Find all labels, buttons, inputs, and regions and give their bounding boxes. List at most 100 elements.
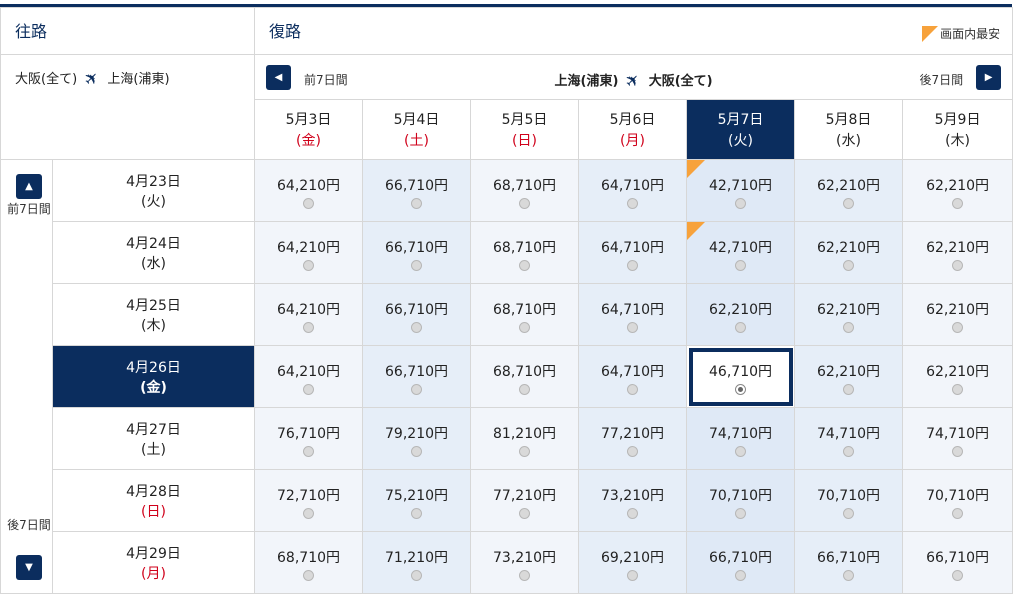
return-date-header[interactable]: 5月7日 (火) [686,99,796,160]
fare-cell[interactable]: 64,710円 [578,221,688,284]
fare-radio[interactable] [843,446,855,457]
fare-radio[interactable] [735,260,747,271]
fare-radio[interactable] [627,322,639,333]
fare-radio[interactable] [627,198,639,209]
next-7-days-label[interactable]: 後7日間 [919,73,964,87]
fare-radio[interactable] [411,198,423,209]
fare-cell[interactable]: 46,710円 [686,345,796,408]
fare-radio[interactable] [627,508,639,519]
fare-cell[interactable]: 68,710円 [470,159,580,222]
fare-cell[interactable]: 66,710円 [362,345,472,408]
fare-radio[interactable] [952,198,964,209]
fare-cell[interactable]: 62,210円 [902,221,1014,284]
fare-radio[interactable] [952,570,964,581]
fare-cell[interactable]: 73,210円 [470,531,580,594]
fare-radio[interactable] [627,446,639,457]
fare-cell[interactable]: 64,210円 [254,221,364,284]
next-week-outbound-button[interactable]: ▼ [16,555,42,580]
fare-radio[interactable] [519,508,531,519]
fare-radio[interactable] [735,198,747,209]
fare-radio[interactable] [519,198,531,209]
outbound-date-cell[interactable]: 4月26日 (金) [51,345,256,408]
fare-cell[interactable]: 76,710円 [254,407,364,470]
fare-radio[interactable] [735,384,747,395]
fare-cell[interactable]: 62,210円 [902,159,1014,222]
fare-radio[interactable] [411,508,423,519]
fare-cell[interactable]: 77,210円 [578,407,688,470]
return-date-header[interactable]: 5月3日 (金) [254,99,364,160]
fare-radio[interactable] [303,322,315,333]
fare-cell[interactable]: 70,710円 [794,469,904,532]
fare-cell[interactable]: 70,710円 [902,469,1014,532]
fare-radio[interactable] [411,570,423,581]
outbound-date-cell[interactable]: 4月28日 (日) [51,469,256,532]
fare-radio[interactable] [843,198,855,209]
return-date-header[interactable]: 5月8日 (水) [794,99,904,160]
fare-cell[interactable]: 69,210円 [578,531,688,594]
side-prev-label[interactable]: 前7日間 [7,202,51,216]
fare-radio[interactable] [843,260,855,271]
fare-cell[interactable]: 64,210円 [254,345,364,408]
fare-radio[interactable] [952,260,964,271]
fare-cell[interactable]: 68,710円 [470,221,580,284]
fare-cell[interactable]: 62,210円 [794,345,904,408]
fare-cell[interactable]: 62,210円 [902,345,1014,408]
fare-cell[interactable]: 66,710円 [902,531,1014,594]
fare-cell[interactable]: 62,210円 [794,159,904,222]
fare-radio[interactable] [303,446,315,457]
fare-radio[interactable] [519,446,531,457]
fare-radio[interactable] [627,570,639,581]
fare-cell[interactable]: 62,210円 [902,283,1014,346]
return-date-header[interactable]: 5月9日 (木) [902,99,1014,160]
fare-radio[interactable] [952,508,964,519]
prev-week-outbound-button[interactable]: ▲ [16,174,42,199]
fare-radio[interactable] [952,384,964,395]
fare-radio[interactable] [519,570,531,581]
fare-radio[interactable] [627,384,639,395]
fare-radio[interactable] [952,322,964,333]
fare-cell[interactable]: 42,710円 [686,159,796,222]
fare-radio[interactable] [735,322,747,333]
fare-radio[interactable] [843,384,855,395]
fare-cell[interactable]: 66,710円 [686,531,796,594]
fare-radio[interactable] [735,570,747,581]
fare-cell[interactable]: 71,210円 [362,531,472,594]
fare-cell[interactable]: 66,710円 [362,159,472,222]
fare-radio[interactable] [735,508,747,519]
fare-radio[interactable] [303,508,315,519]
fare-cell[interactable]: 73,210円 [578,469,688,532]
fare-radio[interactable] [411,446,423,457]
fare-radio[interactable] [411,322,423,333]
fare-radio[interactable] [303,384,315,395]
fare-cell[interactable]: 77,210円 [470,469,580,532]
return-date-header[interactable]: 5月4日 (土) [362,99,472,160]
fare-radio[interactable] [519,322,531,333]
outbound-date-cell[interactable]: 4月24日 (水) [51,221,256,284]
fare-cell[interactable]: 64,210円 [254,159,364,222]
fare-radio[interactable] [411,384,423,395]
fare-radio[interactable] [843,508,855,519]
fare-cell[interactable]: 42,710円 [686,221,796,284]
outbound-date-cell[interactable]: 4月25日 (木) [51,283,256,346]
fare-cell[interactable]: 64,710円 [578,283,688,346]
fare-cell[interactable]: 66,710円 [362,283,472,346]
fare-cell[interactable]: 74,710円 [686,407,796,470]
fare-cell[interactable]: 66,710円 [362,221,472,284]
fare-cell[interactable]: 66,710円 [794,531,904,594]
fare-cell[interactable]: 68,710円 [470,283,580,346]
fare-cell[interactable]: 70,710円 [686,469,796,532]
return-date-header[interactable]: 5月6日 (月) [578,99,688,160]
fare-cell[interactable]: 62,210円 [794,221,904,284]
fare-cell[interactable]: 62,210円 [794,283,904,346]
outbound-date-cell[interactable]: 4月27日 (土) [51,407,256,470]
return-date-header[interactable]: 5月5日 (日) [470,99,580,160]
prev-7-days-button[interactable]: ◀ [266,65,292,90]
outbound-date-cell[interactable]: 4月23日 (火) [51,159,256,222]
fare-cell[interactable]: 74,710円 [794,407,904,470]
fare-radio[interactable] [843,570,855,581]
fare-radio[interactable] [303,570,315,581]
side-next-label[interactable]: 後7日間 [7,518,51,532]
fare-cell[interactable]: 79,210円 [362,407,472,470]
fare-radio[interactable] [519,384,531,395]
fare-radio[interactable] [303,260,315,271]
